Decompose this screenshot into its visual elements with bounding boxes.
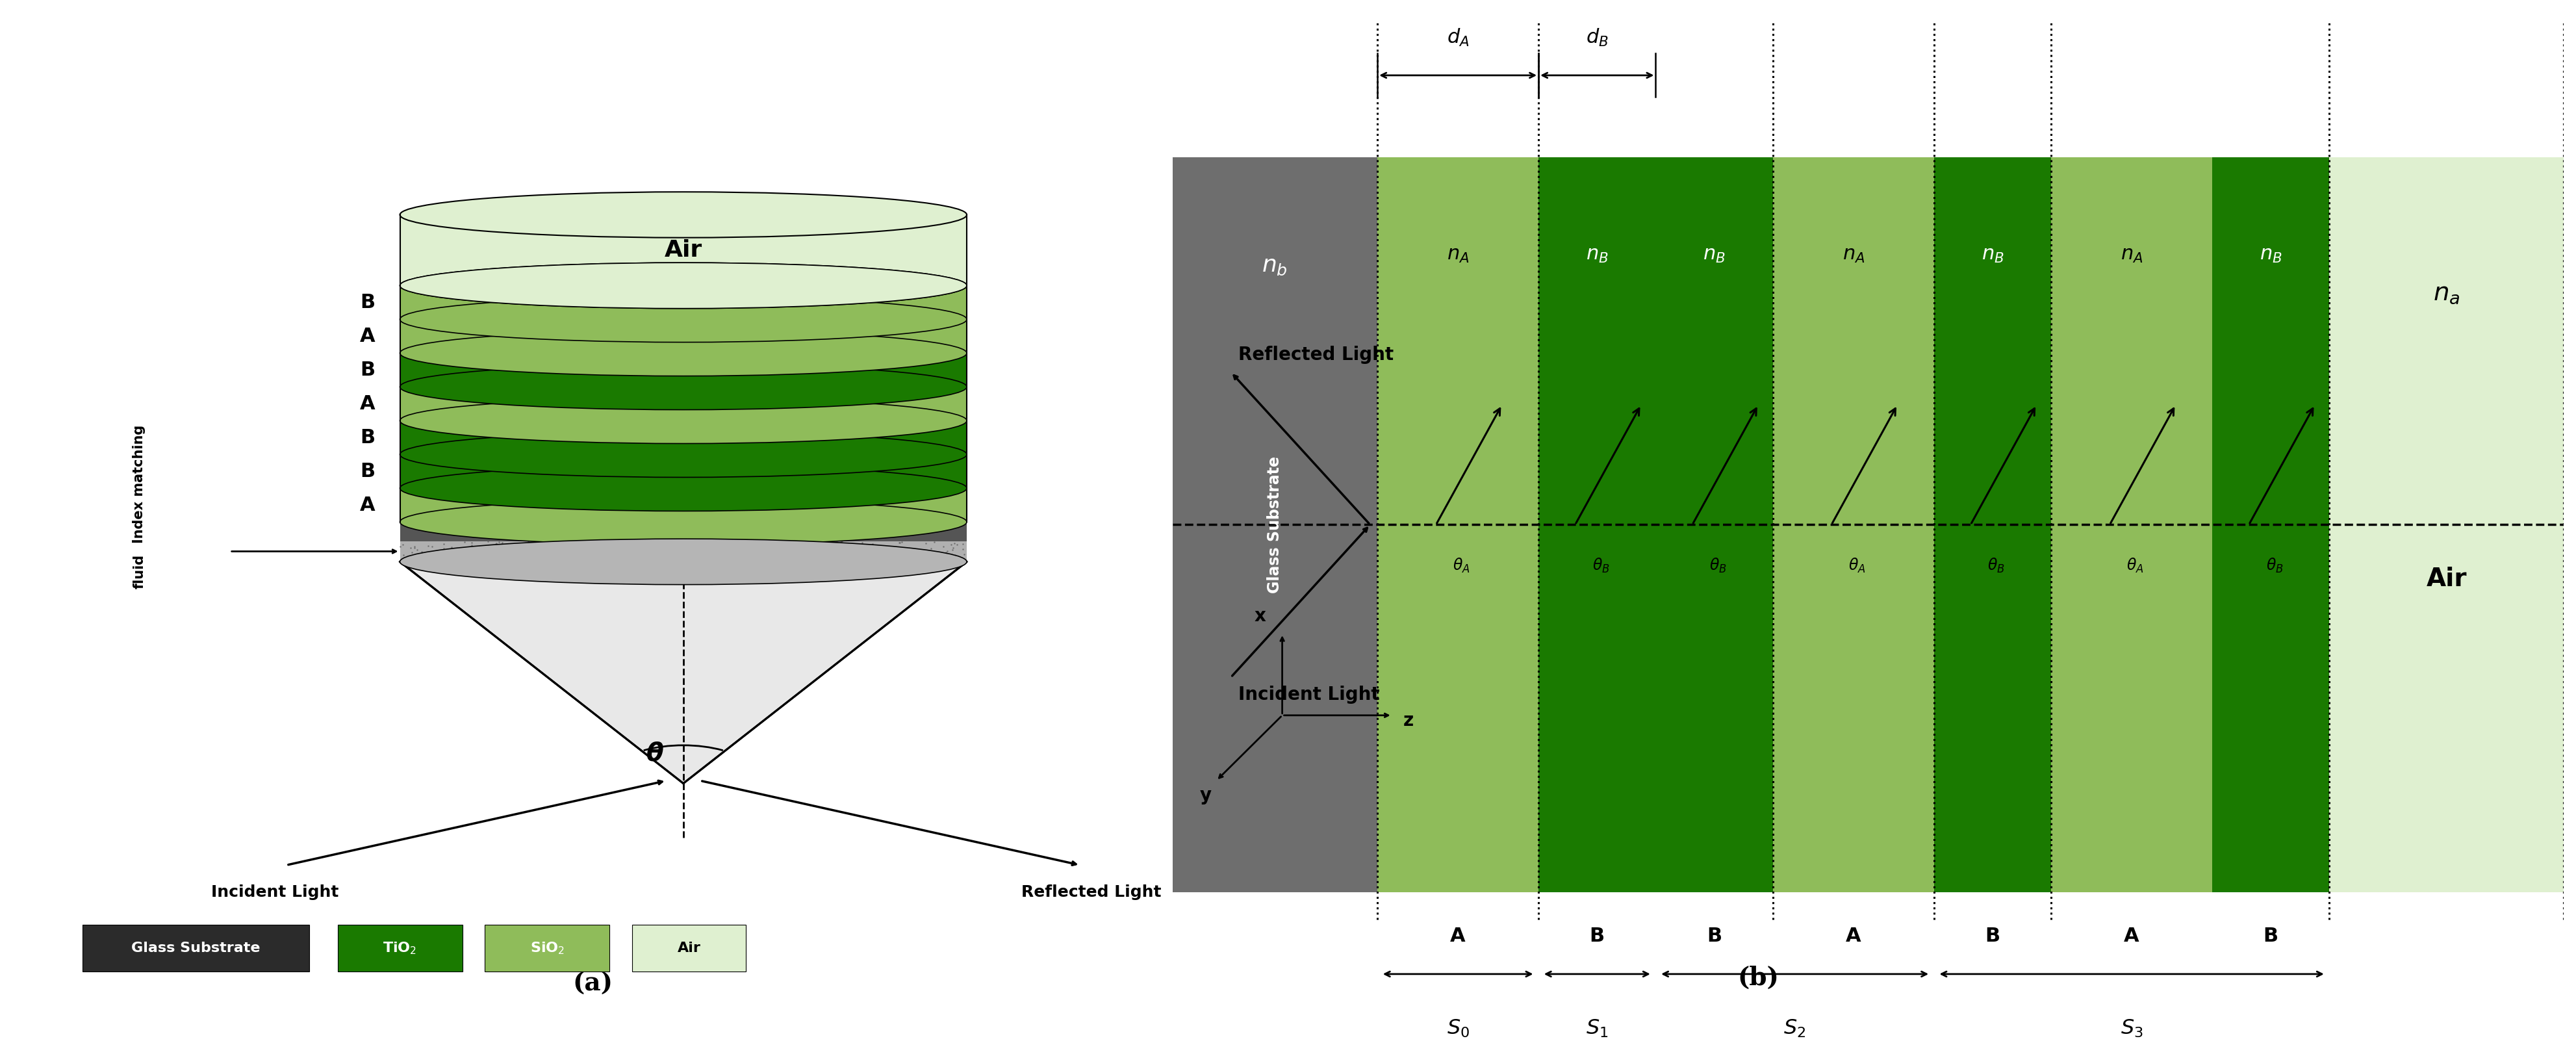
Text: $n_B$: $n_B$	[2259, 246, 2282, 265]
Text: $n_A$: $n_A$	[1445, 246, 1468, 265]
Text: (b): (b)	[1736, 966, 1777, 991]
Text: Incident Light: Incident Light	[1239, 685, 1378, 704]
Text: A: A	[2123, 926, 2138, 945]
Text: $\theta_B$: $\theta_B$	[1986, 557, 2004, 575]
Text: SiO$_2$: SiO$_2$	[531, 941, 564, 955]
Bar	[1378, 157, 1538, 893]
Bar	[1772, 157, 1935, 893]
Ellipse shape	[399, 500, 966, 544]
Text: B: B	[1984, 926, 1999, 945]
Text: B: B	[2262, 926, 2277, 945]
Text: B: B	[361, 428, 376, 447]
Ellipse shape	[399, 192, 966, 238]
Text: (a): (a)	[572, 971, 613, 996]
Text: Incident Light: Incident Light	[211, 884, 340, 900]
Ellipse shape	[399, 331, 966, 375]
Text: $\theta_B$: $\theta_B$	[2264, 557, 2282, 575]
Bar	[399, 286, 966, 319]
Text: A: A	[1450, 926, 1466, 945]
Text: Air: Air	[2427, 566, 2465, 591]
Ellipse shape	[399, 432, 966, 478]
Text: $\theta_A$: $\theta_A$	[2125, 557, 2143, 575]
Text: Air: Air	[665, 239, 703, 261]
Polygon shape	[399, 562, 966, 783]
Bar	[399, 215, 966, 286]
Text: x: x	[1255, 607, 1265, 626]
Text: $n_A$: $n_A$	[2120, 246, 2143, 265]
Bar	[2329, 157, 2563, 893]
Text: B: B	[361, 293, 376, 312]
Bar	[399, 488, 966, 522]
Text: A: A	[361, 495, 376, 514]
Ellipse shape	[399, 465, 966, 511]
Text: $S_1$: $S_1$	[1587, 1018, 1607, 1039]
Ellipse shape	[399, 296, 966, 342]
Bar	[337, 925, 461, 971]
Text: $n_b$: $n_b$	[1262, 254, 1288, 277]
Text: Reflected Light: Reflected Light	[1020, 884, 1162, 900]
Text: $n_B$: $n_B$	[1981, 246, 2004, 265]
Bar	[2050, 157, 2213, 893]
Bar	[399, 420, 966, 455]
Text: Glass Substrate: Glass Substrate	[1267, 456, 1283, 593]
Bar	[82, 925, 309, 971]
Bar	[399, 522, 966, 541]
Text: $\theta_B$: $\theta_B$	[1592, 557, 1610, 575]
Text: A: A	[361, 326, 376, 345]
Text: B: B	[1589, 926, 1605, 945]
Bar	[1538, 157, 1656, 893]
Text: $n_B$: $n_B$	[1584, 246, 1607, 265]
Text: $n_a$: $n_a$	[2432, 281, 2460, 306]
Text: $d_A$: $d_A$	[1445, 27, 1468, 48]
Text: $\theta_A$: $\theta_A$	[1847, 557, 1865, 575]
Text: $\theta_B$: $\theta_B$	[1708, 557, 1726, 575]
Ellipse shape	[399, 263, 966, 309]
Text: Index matching: Index matching	[131, 425, 147, 543]
Bar	[399, 354, 966, 387]
Bar	[484, 925, 611, 971]
Bar	[1656, 157, 1772, 893]
Text: B: B	[1705, 926, 1721, 945]
Text: $S_0$: $S_0$	[1445, 1018, 1468, 1039]
Ellipse shape	[399, 263, 966, 309]
Text: $d_B$: $d_B$	[1584, 27, 1607, 48]
Text: fluid: fluid	[131, 554, 147, 588]
Text: A: A	[1844, 926, 1860, 945]
Text: Glass Substrate: Glass Substrate	[131, 942, 260, 954]
Bar	[399, 455, 966, 488]
Text: B: B	[361, 462, 376, 481]
Text: y: y	[1200, 786, 1211, 804]
Text: TiO$_2$: TiO$_2$	[384, 941, 417, 955]
Text: Air: Air	[677, 942, 701, 954]
Text: z: z	[1404, 711, 1414, 730]
Bar	[399, 541, 966, 562]
Ellipse shape	[399, 539, 966, 584]
Bar	[399, 387, 966, 420]
Text: $S_2$: $S_2$	[1783, 1018, 1806, 1039]
Text: $n_A$: $n_A$	[1842, 246, 1865, 265]
Text: $\boldsymbol{\theta}$: $\boldsymbol{\theta}$	[647, 742, 665, 766]
Ellipse shape	[399, 364, 966, 410]
Bar	[1935, 157, 2050, 893]
Text: B: B	[361, 361, 376, 380]
Text: $n_B$: $n_B$	[1703, 246, 1726, 265]
Text: $S_3$: $S_3$	[2120, 1018, 2143, 1039]
Text: $\theta_A$: $\theta_A$	[1453, 557, 1471, 575]
Bar	[2213, 157, 2329, 893]
Bar	[399, 319, 966, 354]
Ellipse shape	[399, 397, 966, 443]
Text: Reflected Light: Reflected Light	[1239, 346, 1394, 364]
Bar	[1172, 157, 1378, 893]
Bar	[631, 925, 744, 971]
Text: A: A	[361, 394, 376, 413]
